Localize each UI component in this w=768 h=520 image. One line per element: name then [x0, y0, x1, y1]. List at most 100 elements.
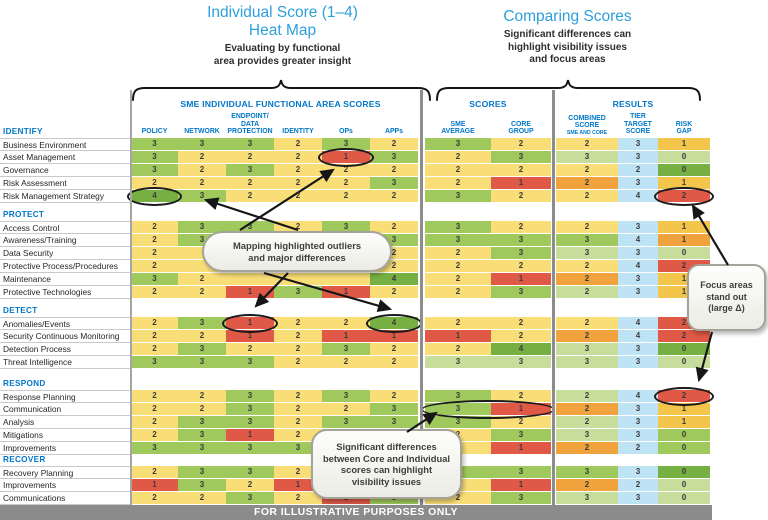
table-cell: 2: [370, 356, 418, 369]
row-label: Mitigations: [0, 429, 130, 442]
row-label: Security Continuous Monitoring: [0, 330, 130, 343]
table-cell: 3: [556, 429, 618, 442]
table-cell: 4: [370, 317, 418, 330]
table-cell: 1: [491, 442, 551, 455]
section-label: RESPOND: [3, 379, 46, 388]
table-cell: 2: [425, 273, 491, 286]
table-cell: 2: [131, 492, 178, 505]
table-cell: 1: [658, 138, 710, 151]
table-cell: 3: [618, 221, 658, 234]
row-label: Threat Intelligence: [0, 356, 130, 369]
table-cell: 3: [618, 151, 658, 164]
row-label: Maintenance: [0, 273, 130, 286]
table-cell: 2: [491, 390, 551, 403]
table-cell: 3: [425, 356, 491, 369]
table-cell: 2: [556, 330, 618, 343]
table-cell: 3: [226, 390, 274, 403]
right-title: Comparing Scores: [503, 8, 632, 25]
table-cell: 2: [658, 330, 710, 343]
table-cell: 2: [178, 492, 226, 505]
row-label: Communications: [0, 492, 130, 505]
table-cell: 2: [131, 247, 178, 260]
table-cell: 1: [370, 330, 418, 343]
table-cell: [322, 273, 370, 286]
row-label: Anomalies/Events: [0, 317, 130, 330]
table-cell: 2: [226, 343, 274, 356]
table-cell: 2: [274, 466, 322, 479]
table-cell: 2: [425, 247, 491, 260]
table-cell: 3: [178, 343, 226, 356]
row-label: Recovery Planning: [0, 466, 130, 479]
table-cell: 3: [491, 466, 551, 479]
table-cell: 2: [131, 390, 178, 403]
table-cell: 3: [425, 190, 491, 203]
table-cell: 3: [178, 429, 226, 442]
table-cell: 3: [322, 390, 370, 403]
table-cell: 3: [425, 416, 491, 429]
table-cell: 2: [618, 442, 658, 455]
group-header-scores: SCORES: [469, 99, 507, 109]
table-cell: 2: [226, 190, 274, 203]
table-cell: 1: [226, 330, 274, 343]
table-cell: 3: [226, 403, 274, 416]
column-header: RISK GAP: [675, 120, 693, 136]
table-cell: 2: [131, 429, 178, 442]
table-cell: 2: [370, 343, 418, 356]
table-cell: 4: [618, 390, 658, 403]
group-header-sme-scores: SME INDIVIDUAL FUNCTIONAL AREA SCORES: [180, 99, 381, 109]
table-cell: 1: [491, 177, 551, 190]
table-cell: 2: [131, 403, 178, 416]
table-cell: 2: [556, 390, 618, 403]
table-cell: 3: [425, 138, 491, 151]
table-cell: 3: [618, 247, 658, 260]
table-cell: 3: [226, 138, 274, 151]
table-cell: 3: [178, 138, 226, 151]
table-cell: 3: [178, 466, 226, 479]
table-cell: 2: [491, 221, 551, 234]
table-cell: 2: [556, 164, 618, 177]
table-cell: 3: [131, 138, 178, 151]
group-header-results: RESULTS: [612, 99, 654, 109]
table-cell: 3: [491, 492, 551, 505]
table-cell: 2: [178, 151, 226, 164]
table-cell: 1: [658, 177, 710, 190]
row-label: Business Environment: [0, 138, 130, 151]
table-cell: 3: [178, 416, 226, 429]
table-cell: 0: [658, 343, 710, 356]
table-cell: 2: [274, 151, 322, 164]
divider-sme-scores: [420, 90, 423, 505]
table-cell: [226, 273, 274, 286]
table-cell: 3: [131, 356, 178, 369]
table-cell: 3: [370, 151, 418, 164]
section-label: DETECT: [3, 306, 38, 315]
table-cell: 3: [491, 429, 551, 442]
table-cell: 3: [322, 343, 370, 356]
table-cell: 3: [322, 416, 370, 429]
table-cell: 3: [556, 247, 618, 260]
table-cell: 2: [274, 190, 322, 203]
table-cell: 0: [658, 479, 710, 492]
table-cell: 3: [226, 442, 274, 455]
table-cell: 0: [658, 164, 710, 177]
right-subtitle: Significant differences can highlight vi…: [503, 29, 632, 65]
table-cell: 2: [658, 390, 710, 403]
table-cell: 1: [322, 330, 370, 343]
row-label: Improvements: [0, 479, 130, 492]
table-cell: 2: [425, 343, 491, 356]
divider-labels: [130, 90, 132, 505]
table-cell: 1: [322, 286, 370, 299]
table-cell: 3: [618, 177, 658, 190]
table-cell: 4: [618, 260, 658, 273]
table-cell: 2: [274, 429, 322, 442]
table-cell: 2: [274, 317, 322, 330]
left-subtitle: Evaluating by functional area provides g…: [213, 43, 352, 67]
row-label: Communication: [0, 403, 130, 416]
table-cell: 2: [178, 403, 226, 416]
callout-focus-areas: Focus areas stand out (large Δ): [687, 264, 766, 331]
table-cell: 2: [491, 164, 551, 177]
table-cell: 2: [178, 273, 226, 286]
table-cell: 0: [658, 492, 710, 505]
table-cell: 2: [226, 479, 274, 492]
table-cell: 3: [226, 466, 274, 479]
table-cell: 3: [556, 151, 618, 164]
